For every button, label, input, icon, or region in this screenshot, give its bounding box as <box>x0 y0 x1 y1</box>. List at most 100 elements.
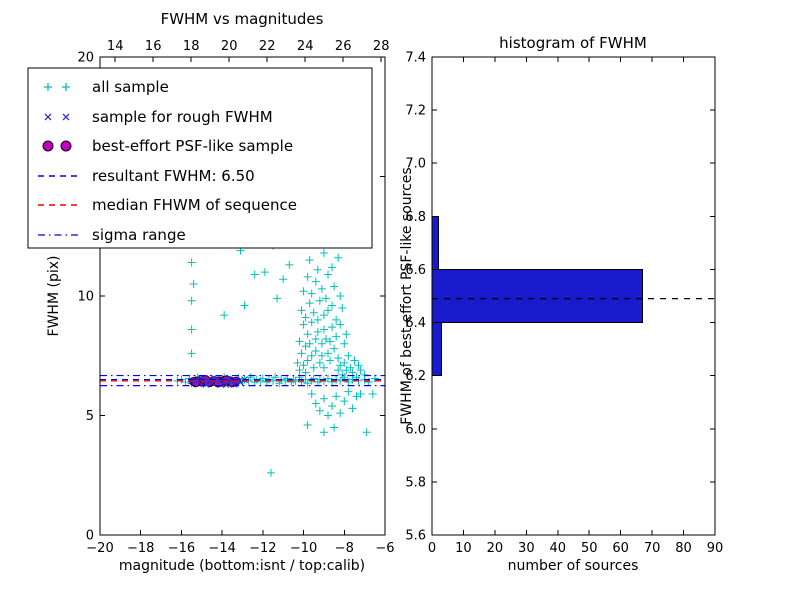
scatter-point-plus <box>350 356 359 365</box>
scatter-point-plus <box>187 258 196 267</box>
x-tick-label: −20 <box>86 541 113 556</box>
scatter-point-plus <box>260 268 269 277</box>
scatter-point-plus <box>303 272 312 281</box>
scatter-point-plus <box>354 361 363 370</box>
y-tick-label: 0 <box>86 529 94 544</box>
x-tick-label: −8 <box>335 541 354 556</box>
scatter-point-plus <box>307 318 316 327</box>
y-tick-label: 6.6 <box>405 263 426 278</box>
scatter-point-plus <box>326 356 335 365</box>
left-axes-frame <box>99 56 386 536</box>
legend-label-median-fwhm: median FHWM of sequence <box>92 196 297 214</box>
scatter-point-plus <box>340 339 349 348</box>
top-x-tick-label: 28 <box>373 39 390 54</box>
left-ylabel: FWHM (pix) <box>46 256 62 337</box>
scatter-point-plus <box>338 303 347 312</box>
scatter-point-plus <box>334 366 343 375</box>
scatter-point-plus <box>319 325 328 334</box>
scatter-point-plus <box>299 320 308 329</box>
y-tick-label: 5 <box>86 409 94 424</box>
x-tick-label: 20 <box>487 541 504 556</box>
scatter-point-plus <box>309 308 318 317</box>
scatter-point-plus <box>324 306 332 315</box>
scatter-point-plus <box>313 327 322 336</box>
scatter-point-plus <box>303 330 312 339</box>
right-title: histogram of FWHM <box>499 34 647 52</box>
scatter-point-plus <box>336 320 345 329</box>
scatter-point-plus <box>307 389 316 398</box>
histogram-bars <box>432 215 644 377</box>
right-xlabel: number of sources <box>508 558 639 574</box>
scatter-point-plus <box>321 335 330 344</box>
scatter-point-plus <box>303 356 312 365</box>
top-x-tick-label: 14 <box>107 39 124 54</box>
left-scatter-layer <box>173 210 379 477</box>
scatter-point-plus <box>305 339 314 348</box>
scatter-point-plus <box>189 280 198 289</box>
x-tick-label: 60 <box>612 541 629 556</box>
y-tick-label: 6.2 <box>405 369 426 384</box>
y-tick-label: 5.6 <box>405 529 426 544</box>
scatter-point-plus <box>295 366 304 375</box>
scatter-point-plus <box>370 374 379 383</box>
scatter-point-plus <box>334 253 343 262</box>
scatter-point-plus <box>311 277 320 286</box>
scatter-point-x <box>222 381 230 389</box>
x-tick-label: 10 <box>455 541 472 556</box>
scatter-point-plus <box>250 270 259 279</box>
y-tick-label: 10 <box>77 290 94 305</box>
scatter-point-plus <box>181 378 190 387</box>
x-tick-label: 70 <box>644 541 661 556</box>
left-plot: −20 −18 −16 −14 −12 −10 −8 −6 14 16 18 20 22 24 26 28 0 5… <box>77 39 394 556</box>
scatter-point-plus <box>328 263 337 272</box>
scatter-point-plus <box>313 265 322 274</box>
left-xlabel: magnitude (bottom:isnt / top:calib) <box>119 558 365 574</box>
scatter-point-plus <box>328 323 337 332</box>
scatter-point-plus <box>324 270 332 279</box>
scatter-point-plus <box>319 394 328 403</box>
legend: all sample sample for rough FWHM best-ef… <box>27 67 373 249</box>
scatter-point-plus <box>309 363 318 372</box>
x-tick-label: −12 <box>249 541 276 556</box>
histogram-bar <box>432 322 442 377</box>
scatter-point-plus <box>340 358 349 367</box>
x-tick-label: 0 <box>428 541 436 556</box>
legend-label-psf-sample: best-effort PSF-like sample <box>92 137 293 155</box>
y-tick-label: 7.0 <box>405 157 426 172</box>
scatter-point-plus <box>336 361 345 370</box>
legend-circle-marker-icon <box>42 140 54 152</box>
scatter-point-plus <box>336 409 345 418</box>
scatter-point-plus <box>187 349 196 358</box>
scatter-point-plus <box>305 299 314 308</box>
scatter-point-plus <box>319 248 328 257</box>
scatter-point-plus <box>328 401 337 410</box>
right-axes-frame <box>431 56 716 536</box>
scatter-point-plus <box>330 282 339 291</box>
scatter-point-plus <box>336 292 345 300</box>
scatter-point-plus <box>352 392 361 401</box>
scatter-point-plus <box>311 335 320 344</box>
scatter-point-plus <box>338 370 347 379</box>
scatter-point-plus <box>303 379 312 388</box>
y-tick-label: 20 <box>77 51 94 66</box>
scatter-point-x <box>204 376 212 384</box>
y-tick-label: 5.8 <box>405 475 426 490</box>
histogram-bar <box>432 215 439 270</box>
scatter-point-plus <box>271 373 280 382</box>
histogram-bar <box>432 268 644 324</box>
scatter-point-plus <box>293 358 302 367</box>
legend-box <box>27 67 373 249</box>
scatter-point-plus <box>344 351 353 360</box>
x-tick-label: −6 <box>375 541 394 556</box>
scatter-point-plus <box>305 256 314 265</box>
scatter-point-plus <box>258 374 267 383</box>
scatter-point-plus <box>344 387 353 396</box>
scatter-point-plus <box>328 301 337 310</box>
scatter-point-plus <box>321 294 330 303</box>
x-tick-label: 50 <box>581 541 598 556</box>
scatter-point-plus <box>360 370 369 379</box>
scatter-point-plus <box>246 373 255 382</box>
x-tick-label: 90 <box>707 541 724 556</box>
y-tick-label: 7.4 <box>405 51 426 66</box>
